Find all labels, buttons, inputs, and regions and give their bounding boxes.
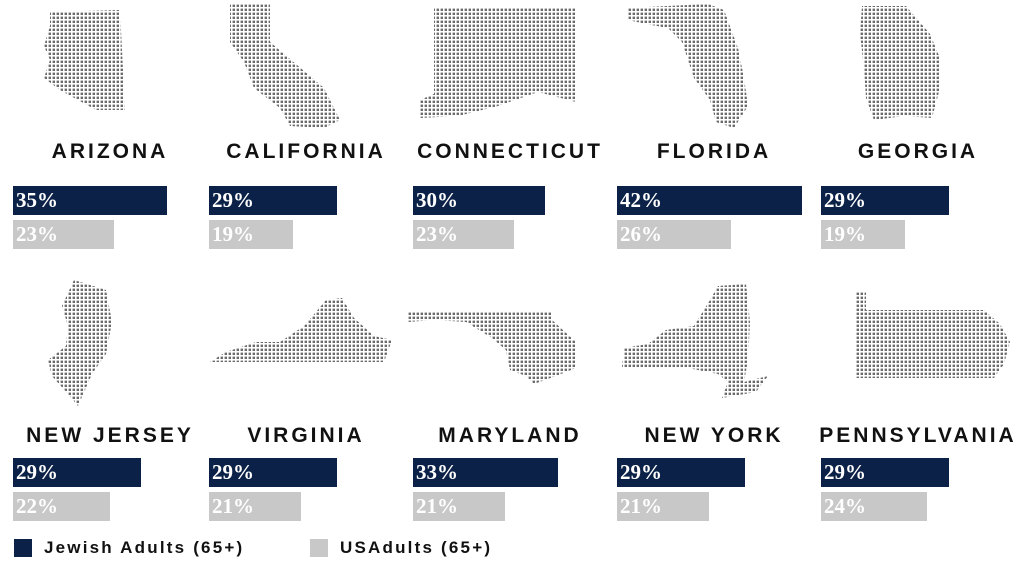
jewish-bar-georgia: 29% [821, 186, 949, 215]
new-jersey-map-icon [8, 276, 212, 411]
state-panel-new-jersey: NEW JERSEY 29% 22% [8, 276, 212, 546]
jewish-bar-california: 29% [209, 186, 337, 215]
state-name-california: CALIFORNIA [226, 140, 386, 163]
us-bar-new-jersey: 22% [13, 492, 110, 521]
jewish-value-label-connecticut: 30% [416, 188, 458, 212]
state-panel-virginia: VIRGINIA 29% 21% [204, 276, 408, 546]
us-bar-california: 19% [209, 220, 293, 249]
state-name-virginia: VIRGINIA [247, 424, 365, 447]
connecticut-map-icon [408, 0, 612, 135]
jewish-value-label-florida: 42% [620, 188, 662, 212]
california-map-icon [204, 0, 408, 135]
state-name-new-york: NEW YORK [644, 424, 784, 447]
us-bar-maryland: 21% [413, 492, 505, 521]
us-value-label-arizona: 23% [16, 222, 58, 246]
us-value-label-pennsylvania: 24% [824, 494, 866, 518]
jewish-bar-connecticut: 30% [413, 186, 545, 215]
jewish-bar-virginia: 29% [209, 458, 337, 487]
jewish-value-label-virginia: 29% [212, 460, 254, 484]
legend-swatch-us [310, 539, 328, 557]
georgia-map-icon [816, 0, 1020, 135]
legend-swatch-jewish [14, 539, 32, 557]
us-value-label-new-york: 21% [620, 494, 662, 518]
state-name-georgia: GEORGIA [857, 140, 979, 163]
jewish-value-label-georgia: 29% [824, 188, 866, 212]
state-name-new-jersey: NEW JERSEY [26, 424, 194, 447]
state-panel-connecticut: CONNECTICUT 30% 23% [408, 0, 612, 270]
state-panel-california: CALIFORNIA 29% 19% [204, 0, 408, 270]
florida-map-icon [612, 0, 816, 135]
jewish-value-label-new-jersey: 29% [16, 460, 58, 484]
state-name-florida: FLORIDA [656, 140, 772, 163]
jewish-bar-arizona: 35% [13, 186, 167, 215]
virginia-map-icon [204, 276, 408, 411]
jewish-bar-pennsylvania: 29% [821, 458, 949, 487]
us-bar-new-york: 21% [617, 492, 709, 521]
jewish-bar-new-york: 29% [617, 458, 745, 487]
state-panel-florida: FLORIDA 42% 26% [612, 0, 816, 270]
legend-label-jewish: Jewish Adults (65+) [44, 538, 245, 557]
us-bar-georgia: 19% [821, 220, 905, 249]
us-value-label-maryland: 21% [416, 494, 458, 518]
jewish-bar-new-jersey: 29% [13, 458, 141, 487]
us-bar-pennsylvania: 24% [821, 492, 927, 521]
us-bar-florida: 26% [617, 220, 731, 249]
us-value-label-florida: 26% [620, 222, 662, 246]
state-name-connecticut: CONNECTICUT [417, 140, 603, 163]
legend-label-us: USAdults (65+) [340, 538, 493, 557]
pennsylvania-map-icon [816, 276, 1020, 411]
jewish-bar-florida: 42% [617, 186, 802, 215]
state-panel-maryland: MARYLAND 33% 21% [408, 276, 612, 546]
us-value-label-new-jersey: 22% [16, 494, 58, 518]
us-bar-connecticut: 23% [413, 220, 514, 249]
arizona-map-icon [8, 0, 212, 135]
state-panel-new-york: NEW YORK 29% 21% [612, 276, 816, 546]
jewish-value-label-new-york: 29% [620, 460, 662, 484]
jewish-value-label-california: 29% [212, 188, 254, 212]
maryland-map-icon [408, 276, 612, 411]
state-panel-arizona: ARIZONA 35% 23% [8, 0, 212, 270]
us-bar-arizona: 23% [13, 220, 114, 249]
jewish-value-label-arizona: 35% [16, 188, 58, 212]
jewish-value-label-maryland: 33% [416, 460, 458, 484]
us-value-label-california: 19% [212, 222, 254, 246]
new-york-map-icon [612, 276, 816, 411]
state-name-maryland: MARYLAND [438, 424, 582, 447]
jewish-value-label-pennsylvania: 29% [824, 460, 866, 484]
state-name-pennsylvania: PENNSYLVANIA [819, 424, 1017, 447]
state-panel-georgia: GEORGIA 29% 19% [816, 0, 1020, 270]
jewish-bar-maryland: 33% [413, 458, 558, 487]
us-value-label-virginia: 21% [212, 494, 254, 518]
us-bar-virginia: 21% [209, 492, 301, 521]
state-panel-pennsylvania: PENNSYLVANIA 29% 24% [816, 276, 1020, 546]
state-name-arizona: ARIZONA [51, 140, 169, 163]
us-value-label-connecticut: 23% [416, 222, 458, 246]
us-value-label-georgia: 19% [824, 222, 866, 246]
